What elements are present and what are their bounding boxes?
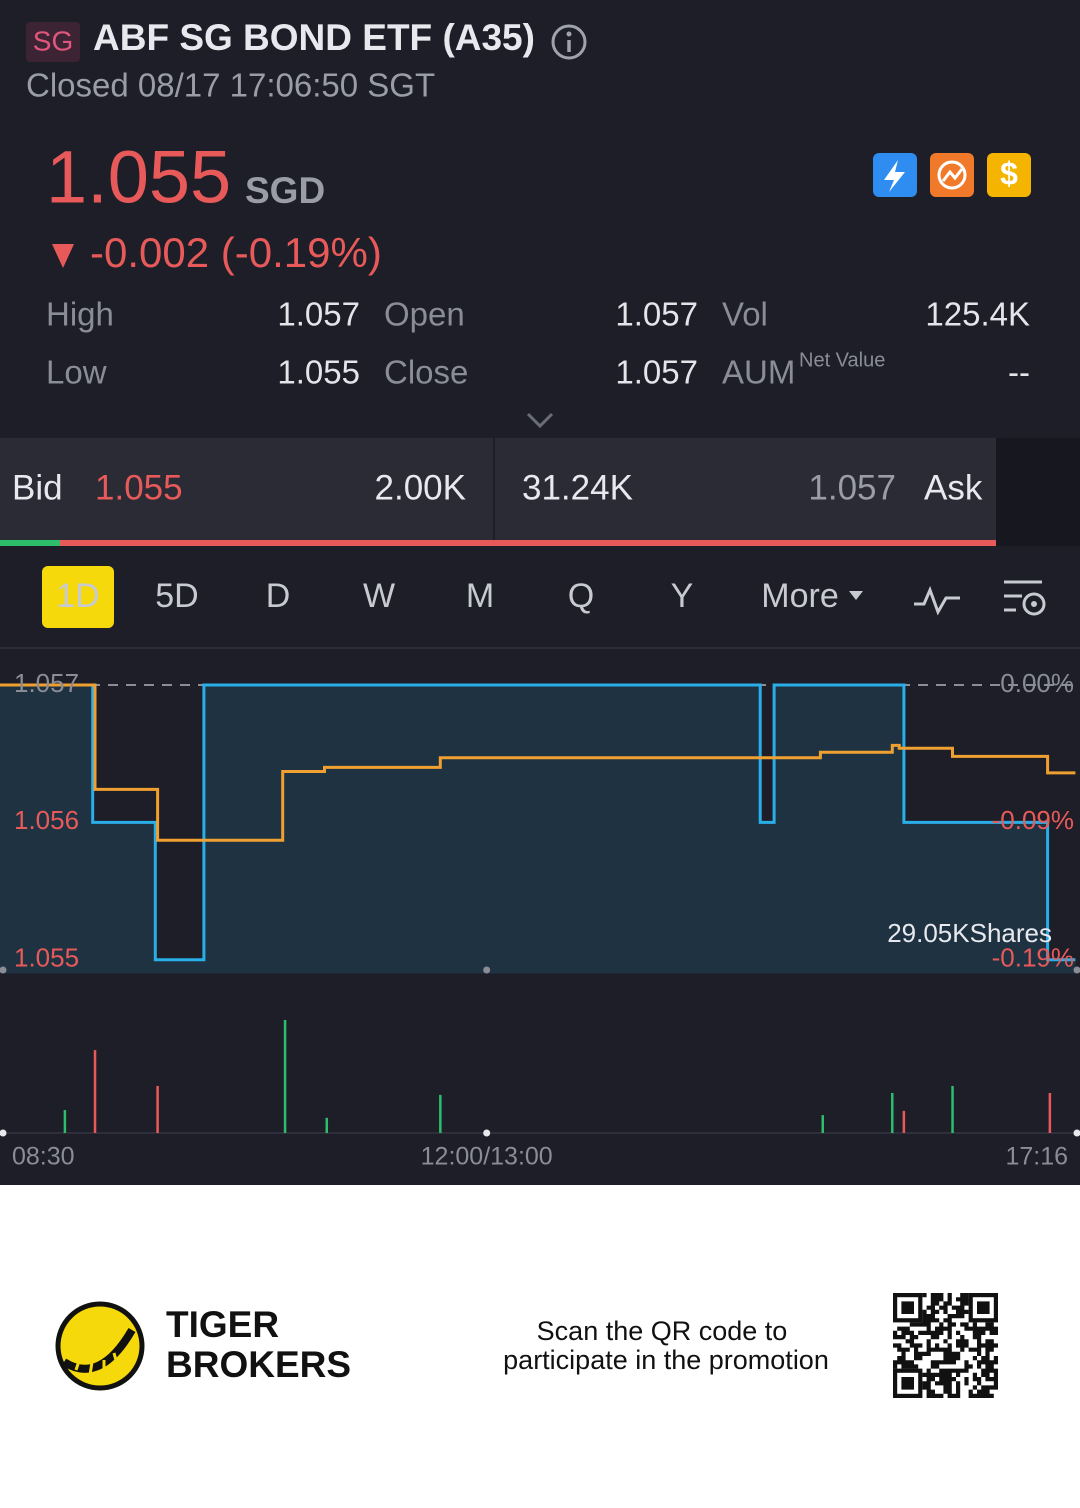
svg-text:$: $ [1000,155,1018,191]
exchange-badge [26,22,80,62]
qr-code[interactable] [892,1292,999,1398]
period-tab[interactable]: More [761,577,838,615]
qr-finder-core [901,1301,914,1314]
currency: SGD [245,170,325,211]
bid-label: Bid [12,468,63,507]
stat-label: Open [384,296,465,333]
indicator-icon[interactable] [914,585,960,616]
down-arrow [52,244,74,268]
stat-label: High [46,296,114,333]
ask-ratio-bar [60,540,996,546]
period-tab[interactable]: W [363,577,395,615]
status: Closed 08/17 17:06:50 SGT [26,67,435,104]
dropdown-caret [849,591,863,600]
period-tab[interactable]: 5D [155,577,198,615]
promo-line: Scan the QR code to [537,1316,788,1346]
y2-tick-label: -0.09% [992,805,1074,835]
order-book [0,438,996,540]
stat-value: -- [1008,354,1030,391]
exchange: SG [33,25,73,56]
x-tick-dot [0,1129,7,1137]
qr-finder [892,1368,923,1398]
title: ABF SG BOND ETF (A35) [93,17,535,58]
bid-price: 1.055 [95,468,183,507]
x-tick-dot [483,966,491,974]
active-tab-bg [42,566,114,628]
info-icon[interactable] [551,24,587,60]
bid-ratio-bar [0,540,60,546]
period-tab[interactable]: Y [671,577,694,615]
qr-finder [968,1292,999,1323]
x-tick-dot [483,1129,491,1137]
stat-label: Low [46,354,107,391]
settings-icon[interactable] [1004,580,1046,616]
promo-line: participate in the promotion [503,1345,829,1375]
price-line [0,683,1076,962]
x-tick-dot [1073,966,1080,974]
stat-value: 1.057 [615,296,698,333]
x-tick-label: 12:00/13:00 [421,1143,553,1171]
y-tick-label: 1.055 [14,943,79,973]
period-tabs: 1D 5D D W M Q Y More [42,566,863,628]
x-tick-label: 08:30 [12,1143,75,1171]
stat-label: Close [384,354,468,391]
y-tick-label: 1.057 [14,668,79,698]
ask-label: Ask [924,468,983,507]
stat-value: 125.4K [925,296,1030,333]
bid-size: 2.00K [375,468,466,507]
period-tab[interactable]: 1D [56,577,99,615]
ask-price: 1.057 [808,468,896,507]
x-tick-label: 17:16 [1005,1143,1068,1171]
x-tick-dot [0,966,7,974]
period-tab[interactable]: D [266,577,291,615]
brand-line: TIGER [166,1304,279,1345]
qr-modules [893,1293,998,1398]
stat-value: 1.057 [277,296,360,333]
qr-finder-core [977,1301,990,1314]
feature-icons[interactable]: $ [873,153,1031,197]
y2-tick-label: -0.19% [992,943,1074,973]
expand-chevron[interactable] [526,412,554,429]
stat-label: Vol [722,296,768,333]
y2-tick-label: 0.00% [1000,668,1074,698]
order-book-side [996,438,1080,546]
period-tab[interactable]: Q [568,577,594,615]
stat-value: 1.055 [277,354,360,391]
x-tick-dot [1073,1129,1080,1137]
stat-value: 1.057 [615,354,698,391]
qr-finder-core [901,1377,914,1390]
annotation: 29.05KShares [887,918,1052,948]
tiger-logo [55,1301,145,1391]
qr-finder [892,1292,923,1323]
stat-label: AUM [722,354,795,391]
ask-size: 31.24K [522,468,633,507]
brand-line: BROKERS [166,1344,351,1385]
period-tab[interactable]: M [466,577,494,615]
chart: 1.055 1.056 1.057 -0.19% -0.09% 0.00% 29.05KSh… [0,668,1080,1171]
stat-note: Net Value [799,349,885,371]
y-tick-label: 1.056 [14,805,79,835]
average-line [0,683,1076,842]
change: -0.002 (-0.19%) [90,229,382,276]
price: 1.055 [46,136,231,219]
app-background [0,0,1080,1185]
